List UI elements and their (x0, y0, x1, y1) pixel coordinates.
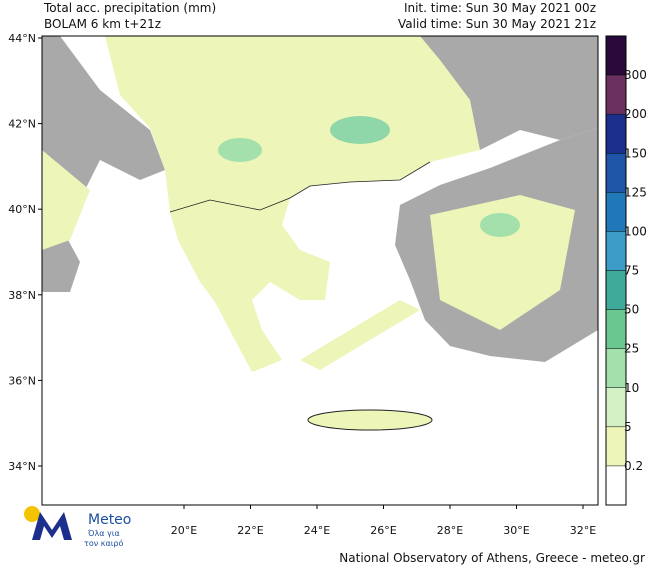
colorbar-segment (606, 387, 626, 427)
colorbar-segment (606, 75, 626, 115)
turkey-rain (430, 195, 575, 330)
model-label: BOLAM 6 km t+21z (44, 17, 161, 31)
colorbar-label: 125 (624, 185, 647, 199)
colorbar-label: 50 (624, 303, 639, 317)
lat-label: 36°N (8, 374, 36, 387)
lat-label: 42°N (8, 118, 36, 131)
map-frame (41, 35, 599, 506)
footer: National Observatory of Athens, Greece -… (339, 551, 645, 565)
lat-label: 38°N (8, 289, 36, 302)
colorbar-segment (606, 36, 626, 76)
north-land (420, 36, 598, 150)
logo-tagline: τον καιρό (84, 538, 123, 548)
italy (42, 36, 165, 292)
colorbar-label: 100 (624, 224, 647, 238)
colorbar-label: 25 (624, 342, 639, 356)
colorbar-segment (606, 153, 626, 193)
lon-label: 32°E (570, 524, 596, 537)
balkans (105, 36, 480, 372)
rain-patch (480, 213, 520, 237)
crete (307, 409, 433, 431)
colorbar-segment (606, 270, 626, 310)
rain-patch (330, 116, 390, 144)
colorbar: 0.2 5 10 25 50 75 100 125 150 200 300 (605, 35, 647, 506)
colorbar-label: 5 (624, 420, 632, 434)
colorbar-label: 200 (624, 107, 647, 121)
colorbar-label: 75 (624, 264, 639, 278)
colorbar-segment (606, 114, 626, 154)
colorbar-segment (606, 309, 626, 349)
lat-label: 34°N (8, 460, 36, 473)
colorbar-label: 10 (624, 381, 639, 395)
logo-sun (24, 506, 40, 522)
lon-label: 30°E (503, 524, 529, 537)
logo: Meteo Όλα για τον καιρό (24, 506, 131, 548)
logo-mark (32, 512, 72, 540)
colorbar-label: 300 (624, 68, 647, 82)
colorbar-segment (606, 192, 626, 232)
logo-name: Meteo (88, 512, 131, 528)
logo-tagline: Όλα για (87, 528, 120, 538)
lat-label: 44°N (8, 32, 36, 45)
lon-label: 20°E (171, 524, 197, 537)
italy-rain (42, 150, 90, 250)
map-area (41, 35, 599, 506)
init-time: Init. time: Sun 30 May 2021 00z (404, 1, 596, 15)
lat-label: 40°N (8, 203, 36, 216)
lon-label: 24°E (304, 524, 330, 537)
borders (169, 161, 431, 213)
colorbar-label: 150 (624, 146, 647, 160)
lon-label: 22°E (237, 524, 263, 537)
colorbar-segment (606, 348, 626, 388)
colorbar-segment (606, 465, 626, 505)
colorbar-segment (606, 426, 626, 466)
lon-label: 26°E (370, 524, 396, 537)
colorbar-label: 0.2 (624, 459, 643, 473)
aegean-band (300, 300, 420, 370)
lon-label: 28°E (437, 524, 463, 537)
map-title: Total acc. precipitation (mm) (43, 1, 216, 15)
axis-labels: 44°N 42°N 40°N 38°N 36°N 34°N 20°E 22°E 24°E 26°E… (8, 32, 596, 537)
rain-patch (218, 138, 262, 162)
valid-time: Valid time: Sun 30 May 2021 21z (398, 17, 596, 31)
colorbar-segment (606, 231, 626, 271)
